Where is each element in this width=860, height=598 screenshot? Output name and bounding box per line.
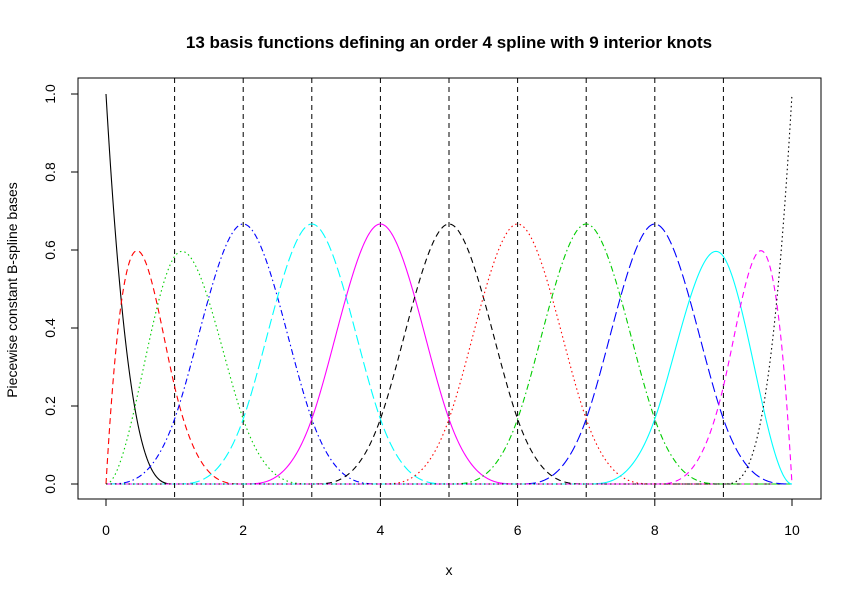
y-tick-label-0.0: 0.0 [42,474,58,494]
x-axis: 0 2 4 6 8 10 [102,498,800,538]
plot-area [105,78,793,499]
x-tick-label-4: 4 [377,522,385,538]
basis-curve-13 [106,93,793,485]
y-tick-label-0.8: 0.8 [42,162,58,182]
x-tick-label-10: 10 [784,522,800,538]
y-tick-label-0.6: 0.6 [42,240,58,260]
x-tick-label-0: 0 [102,522,110,538]
y-axis-label: Piecewise constant B-spline bases [4,182,20,398]
x-axis-label: x [446,562,453,578]
y-tick-label-1.0: 1.0 [42,84,58,104]
chart-title: 13 basis functions defining an order 4 s… [186,33,712,52]
y-tick-label-0.4: 0.4 [42,318,58,338]
y-axis: 0.0 0.2 0.4 0.6 0.8 1.0 [42,84,79,494]
x-tick-label-2: 2 [239,522,247,538]
x-tick-label-6: 6 [514,522,522,538]
y-tick-label-0.2: 0.2 [42,396,58,416]
x-tick-label-8: 8 [651,522,659,538]
